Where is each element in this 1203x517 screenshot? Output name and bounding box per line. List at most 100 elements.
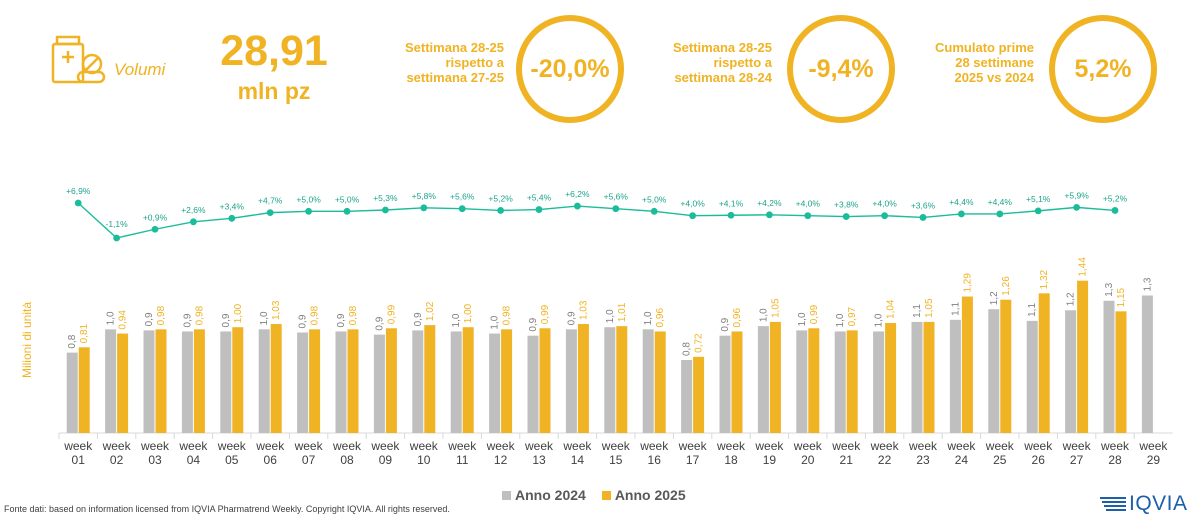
bar-2024 [297, 332, 309, 433]
bar-2024-label: 0,8 [67, 334, 78, 348]
bar-2024-label: 0,9 [298, 314, 309, 328]
growth-point [113, 234, 120, 242]
bar-2024-label: 0,9 [144, 312, 155, 326]
bar-2025-label: 1,15 [1116, 287, 1127, 307]
bar-2025 [885, 322, 897, 433]
bar-2025-label: 0,98 [310, 305, 321, 325]
x-tick-label: week 04 [178, 439, 208, 467]
kpi-1-description: Settimana 28-25 rispetto a settimana 27-… [405, 40, 504, 85]
bar-2024 [834, 331, 846, 433]
bar-2025 [501, 329, 513, 433]
growth-point [842, 213, 850, 220]
bar-2025-label: 0,98 [156, 305, 167, 325]
bar-2024-label: 0,9 [566, 311, 577, 325]
bar-2025 [731, 331, 743, 433]
growth-label: +6,9% [66, 186, 91, 196]
legend-label-2024: Anno 2024 [515, 487, 586, 503]
growth-label: +5,2% [1103, 193, 1128, 203]
bar-2025-label: 0,99 [540, 304, 551, 324]
bar-2024 [719, 335, 731, 433]
bar-2025-label: 0,98 [348, 305, 359, 325]
x-tick-label: week 19 [754, 439, 784, 467]
growth-point [650, 207, 658, 215]
growth-label: +5,3% [373, 193, 398, 203]
growth-point [612, 205, 620, 213]
bar-2024-label: 0,9 [182, 313, 193, 327]
growth-label: +5,0% [642, 194, 667, 204]
bar-2025 [1077, 280, 1089, 433]
bar-2024 [527, 335, 539, 433]
growth-point [689, 212, 696, 220]
x-tick-label: week 08 [332, 439, 362, 467]
growth-point [305, 207, 312, 215]
bar-2025 [309, 329, 321, 433]
growth-point [151, 225, 159, 233]
x-tick-label: week 16 [639, 439, 669, 467]
bar-2024-label: 0,9 [336, 313, 347, 327]
growth-label: +5,0% [296, 194, 321, 204]
bar-2024-label: 0,9 [528, 317, 539, 331]
growth-label: +4,7% [258, 196, 283, 206]
bar-2025 [923, 321, 935, 433]
bar-2024 [988, 309, 1000, 433]
bar-2024 [1026, 320, 1038, 433]
bar-2025 [1038, 293, 1050, 433]
chart-legend: Anno 2024 Anno 2025 [502, 487, 686, 503]
bar-2024 [412, 330, 424, 433]
growth-point [497, 207, 504, 214]
bar-2025 [1115, 311, 1127, 433]
bar-2024 [565, 329, 577, 433]
growth-label: +5,9% [1064, 190, 1089, 200]
growth-line [77, 202, 1116, 239]
growth-label: +5,0% [335, 194, 360, 204]
volumi-label: Volumi [114, 60, 166, 79]
bar-2024-label: 1,0 [106, 311, 117, 325]
bar-2024-label: 0,9 [720, 317, 731, 331]
x-tick-label: week 06 [255, 439, 285, 467]
bar-2024 [757, 326, 769, 433]
growth-point [382, 206, 389, 214]
bar-2024-label: 1,0 [797, 312, 808, 326]
bar-2024 [373, 334, 385, 433]
x-tick-label: week 12 [486, 439, 516, 467]
x-tick-label: week 21 [831, 439, 861, 467]
bar-2024-label: 0,9 [413, 312, 424, 326]
bar-2025 [78, 347, 90, 433]
kpi-1-circle: -20,0% [516, 15, 624, 123]
bar-2024 [105, 329, 117, 433]
growth-point [190, 218, 197, 226]
legend-label-2025: Anno 2025 [614, 487, 686, 503]
bar-2025-label: 1,04 [886, 299, 897, 319]
bar-2025-label: 0,94 [118, 310, 129, 330]
bar-2024 [642, 329, 654, 433]
growth-point [535, 206, 543, 213]
bar-2025-label: 1,03 [578, 300, 589, 320]
bar-2024-label: 0,9 [221, 313, 232, 327]
bar-2024-label: 0,8 [682, 342, 693, 356]
kpi-3-description: Cumulato prime 28 settimane 2025 vs 2024 [935, 40, 1034, 85]
bar-2024-label: 1,3 [1104, 282, 1115, 296]
x-tick-label: week 09 [370, 439, 400, 467]
bar-2025-label: 1,02 [425, 301, 436, 321]
growth-label: +3,6% [911, 200, 936, 210]
kpi-3-circle: 5,2% [1049, 15, 1157, 123]
x-tick-label: week 13 [524, 439, 554, 467]
total-volume-value: 28,91 [220, 27, 328, 75]
bar-2025 [1000, 299, 1012, 433]
growth-label: +5,4% [527, 193, 552, 203]
x-tick-label: week 22 [870, 439, 900, 467]
bar-2025-label: 0,72 [694, 333, 705, 353]
growth-label: +4,2% [757, 198, 782, 208]
bar-2024 [873, 331, 885, 433]
total-volume-unit: mln pz [237, 78, 311, 104]
legend-swatch-2025 [601, 490, 611, 500]
legend-swatch-2024 [502, 490, 511, 500]
bar-2024 [604, 327, 616, 433]
growth-label: +5,8% [412, 191, 437, 201]
growth-label: +6,2% [565, 189, 590, 199]
bar-2024-label: 1,1 [912, 304, 923, 318]
growth-label: +0,9% [143, 212, 168, 222]
x-tick-label: week 20 [793, 439, 823, 467]
x-tick-label: week 23 [908, 439, 938, 467]
